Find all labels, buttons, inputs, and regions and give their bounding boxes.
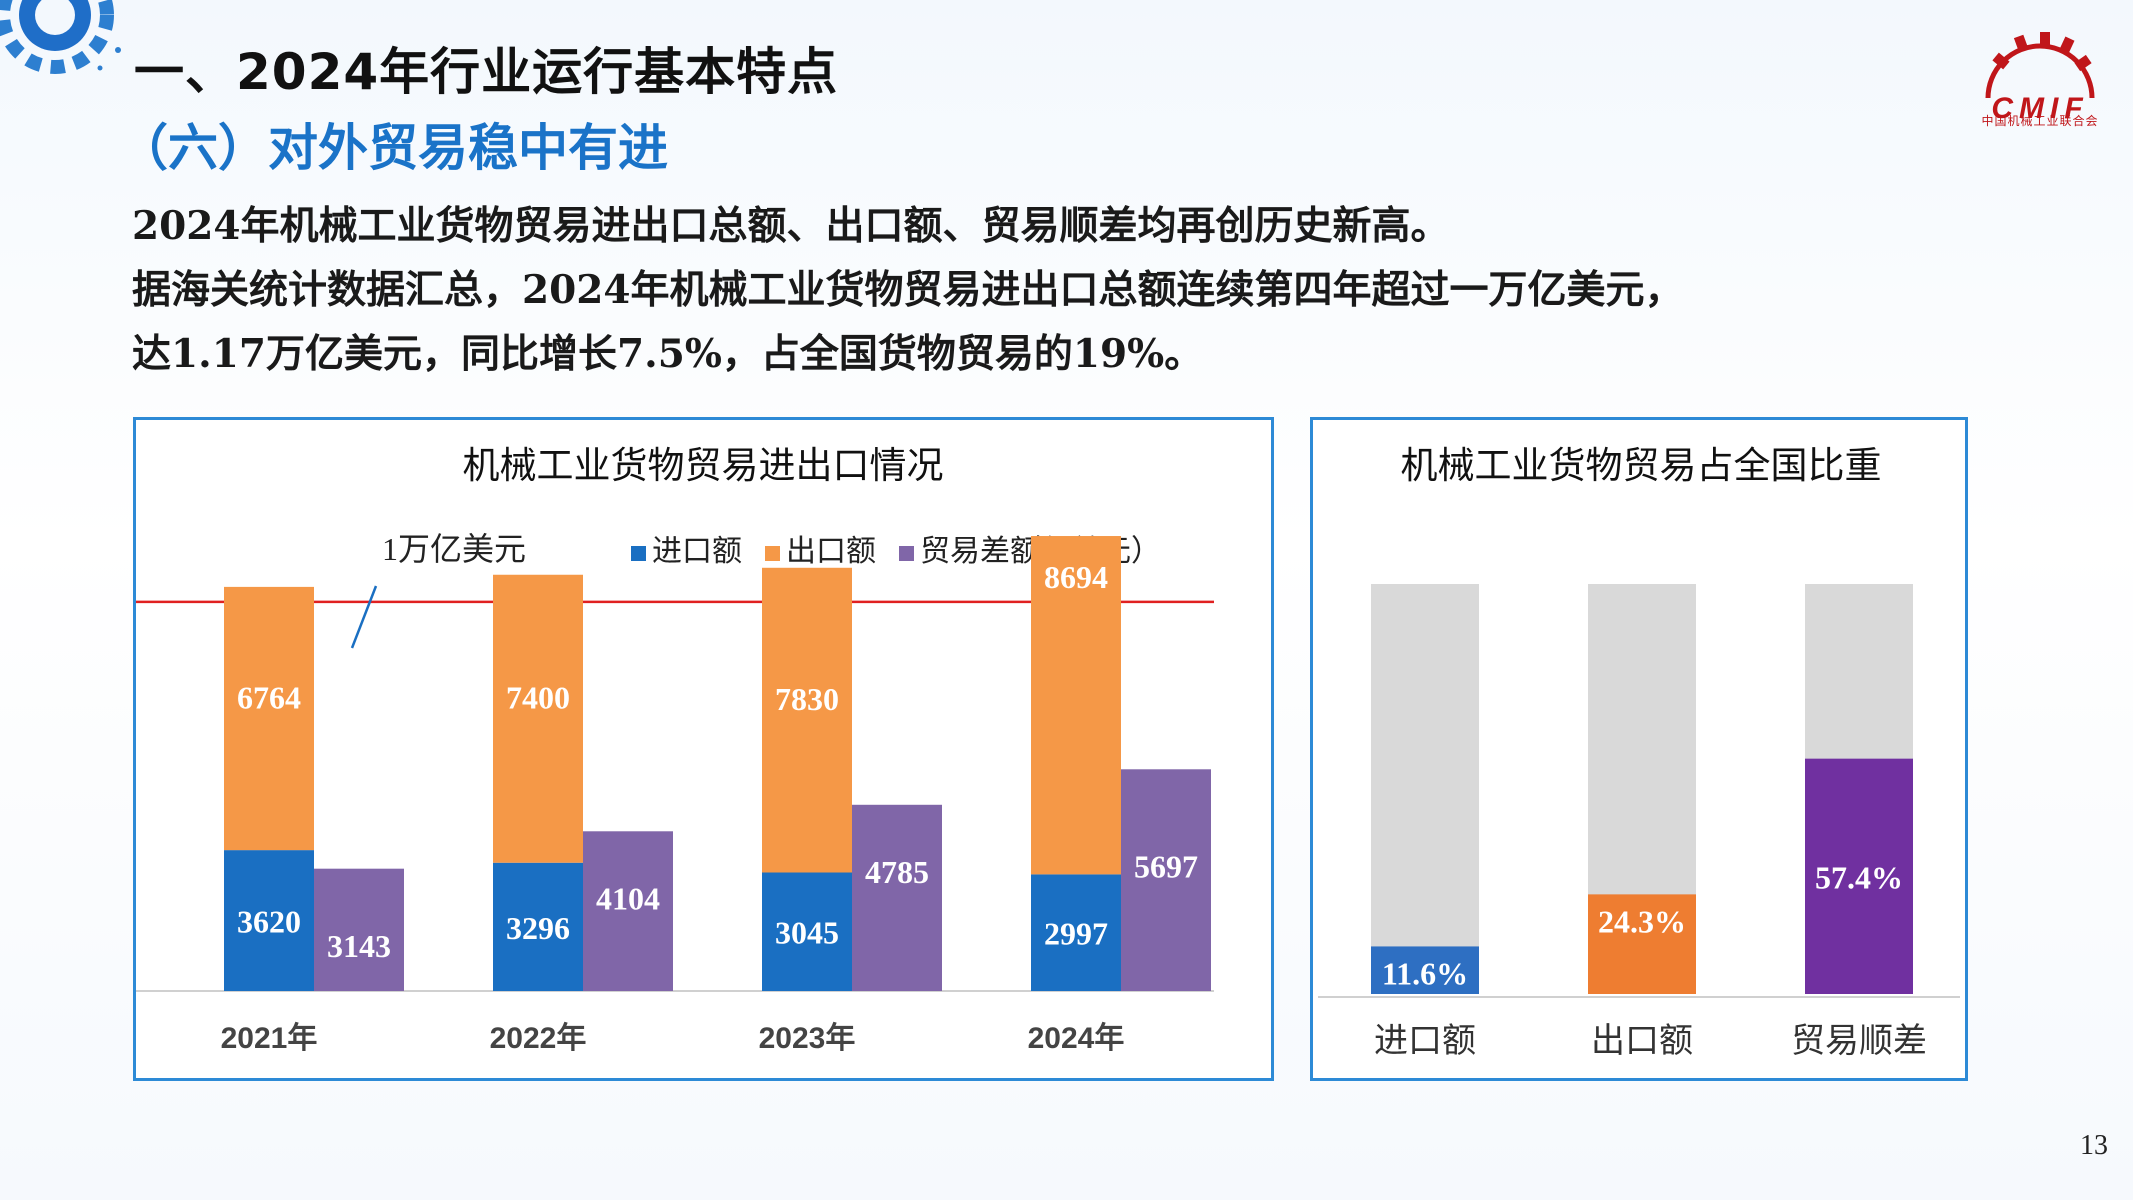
import-value-label: 3296 (506, 910, 570, 946)
export-value-label: 7830 (775, 681, 839, 717)
import-bar (1031, 874, 1121, 991)
balance-value-label: 3143 (327, 928, 391, 964)
share-bar (1371, 946, 1479, 994)
x-tick-label: 2021年 (221, 1022, 318, 1055)
summary-line-1: 2024年机械工业货物贸易进出口总额、出口额、贸易顺差均再创历史新高。 (132, 203, 1450, 249)
chart-title: 机械工业货物贸易占全国比重 (1401, 445, 1882, 487)
summary-line-3: 达1.17万亿美元，同比增长7.5%，占全国货物贸易的19%。 (132, 331, 1204, 377)
share-value-label: 11.6% (1382, 955, 1468, 991)
legend-label: 贸易差额 (920, 535, 1040, 568)
legend-swatch (765, 546, 780, 561)
share-value-label: 57.4% (1815, 860, 1903, 896)
share-chart-panel: 机械工业货物贸易占全国比重 11.6% 进口额 24.3% 出口额 57.4% 贸易顺差 (1310, 417, 1968, 1081)
x-tick-label: 2022年 (490, 1022, 587, 1055)
legend-swatch (899, 546, 914, 561)
balance-value-label: 4785 (865, 854, 929, 890)
threshold-label-leader (350, 585, 378, 649)
summary-line-2: 据海关统计数据汇总，2024年机械工业货物贸易进出口总额连续第四年超过一万亿美元… (132, 267, 1684, 313)
export-bar (1031, 536, 1121, 875)
threshold-label: 1万亿美元 (382, 531, 526, 567)
share-background-bar (1371, 584, 1479, 994)
legend-label: 出口额 (786, 535, 876, 568)
page-title: 一、2024年行业运行基本特点 (134, 43, 839, 101)
import-value-label: 3620 (237, 904, 301, 940)
import-bar (493, 862, 583, 991)
summary-paragraph: 2024年机械工业货物贸易进出口总额、出口额、贸易顺差均再创历史新高。 据海关统… (132, 194, 2032, 386)
legend-label: 进口额 (652, 535, 742, 568)
logo-caption: 中国机械工业联合会 (1981, 114, 2099, 128)
x-tick-label: 2023年 (759, 1022, 856, 1055)
balance-bar (1121, 769, 1211, 991)
section-subtitle: （六）对外贸易稳中有进 (118, 119, 668, 177)
balance-value-label: 5697 (1134, 848, 1198, 884)
cmif-logo: CMIF (1985, 32, 2095, 125)
export-bar (493, 574, 583, 863)
share-bar (1805, 758, 1913, 994)
share-value-label: 24.3% (1598, 903, 1686, 939)
trade-chart-panel: 机械工业货物贸易进出口情况进口额出口额贸易差额（亿美元）1万亿美元3620676… (133, 417, 1274, 1081)
share-bar-chart: 机械工业货物贸易占全国比重 11.6% 进口额 24.3% 出口额 57.4% 贸易顺差 (1318, 445, 1960, 1060)
export-value-label: 7400 (506, 680, 570, 716)
import-bar (224, 850, 314, 991)
balance-value-label: 4104 (596, 880, 660, 916)
page-number: 13 (2080, 1130, 2108, 1161)
x-tick-label: 2024年 (1028, 1022, 1125, 1055)
import-bar (762, 872, 852, 991)
gear-decoration-icon (0, 0, 121, 74)
balance-bar (583, 831, 673, 991)
export-value-label: 6764 (237, 680, 301, 716)
x-tick-label: 贸易顺差 (1791, 1022, 1927, 1060)
logo-text: CMIF (1991, 92, 2088, 125)
share-bar (1588, 894, 1696, 994)
export-bar (224, 586, 314, 851)
import-value-label: 2997 (1044, 916, 1108, 952)
trade-bar-chart: 机械工业货物贸易进出口情况进口额出口额贸易差额（亿美元）1万亿美元3620676… (136, 445, 1214, 1055)
import-value-label: 3045 (775, 915, 839, 951)
balance-bar (314, 868, 404, 991)
legend-swatch (631, 546, 646, 561)
chart-title: 机械工业货物贸易进出口情况 (463, 445, 944, 487)
export-bar (762, 567, 852, 873)
x-tick-label: 出口额 (1591, 1022, 1693, 1060)
balance-bar (852, 804, 942, 991)
export-value-label: 8694 (1044, 559, 1108, 595)
x-tick-label: 进口额 (1374, 1022, 1476, 1060)
